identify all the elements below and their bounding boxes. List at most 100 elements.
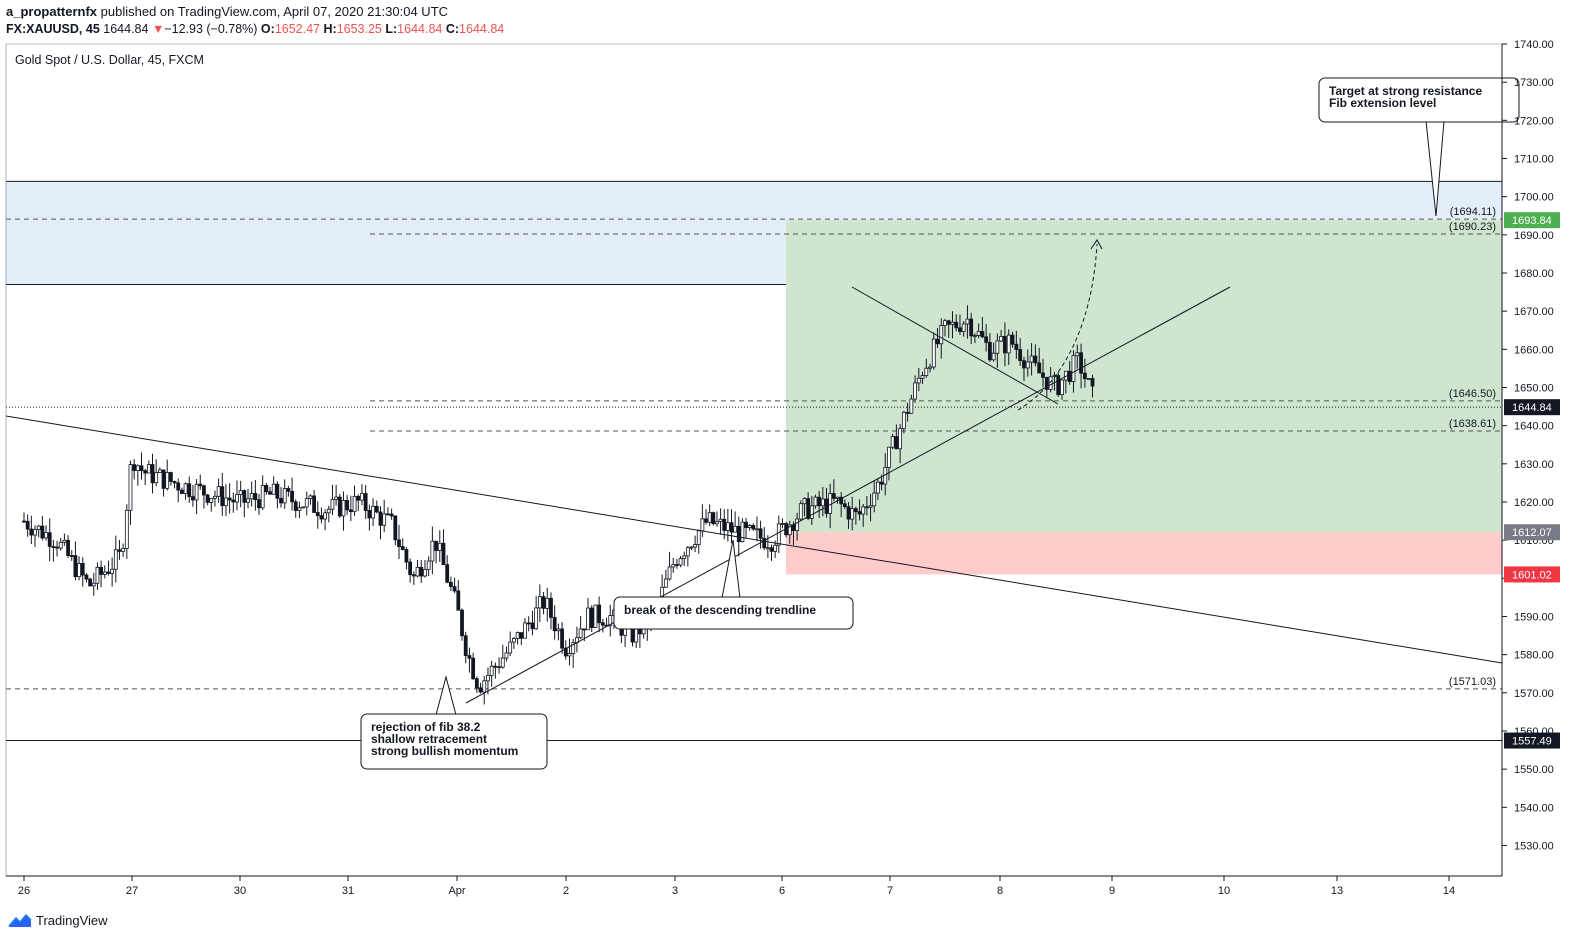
- price-label-bg: [1504, 524, 1560, 541]
- upper-wedge-trendline[interactable]: [851, 286, 1059, 405]
- high-value: 1653.25: [336, 22, 382, 36]
- candle-body: [205, 494, 210, 503]
- candle-body: [758, 528, 763, 539]
- symbol-label[interactable]: FX:XAUUSD, 45: [6, 22, 100, 36]
- candle-body: [846, 506, 851, 520]
- candle-body: [25, 520, 30, 530]
- level-label: (1571.03): [1449, 676, 1496, 688]
- candle-body: [337, 496, 342, 517]
- candle-body: [571, 642, 576, 654]
- price-label: 1644.84: [1512, 402, 1552, 414]
- candle-body: [489, 665, 494, 676]
- candle-body: [172, 481, 177, 484]
- candle-body: [939, 325, 944, 345]
- candle-body: [928, 366, 932, 369]
- author-name[interactable]: a_propatternfx: [6, 4, 98, 19]
- candle-body: [150, 464, 155, 484]
- zone-target[interactable]: [786, 220, 1502, 533]
- candle-body: [582, 628, 587, 631]
- candle-body: [356, 495, 361, 501]
- candle-body: [378, 511, 383, 526]
- target-callout-tail: [1425, 120, 1445, 217]
- candle-body: [44, 532, 48, 539]
- level-label: (1646.50): [1449, 388, 1496, 400]
- price-label: 1693.84: [1512, 215, 1552, 227]
- candle-body: [916, 377, 921, 384]
- candle-body: [224, 497, 228, 507]
- y-tick-label: 1540.00: [1514, 802, 1554, 814]
- y-tick-label: 1680.00: [1514, 268, 1554, 280]
- candle-body: [231, 499, 236, 503]
- candle-body: [99, 566, 104, 575]
- candle-body: [765, 547, 770, 550]
- candle-body: [842, 503, 847, 508]
- break-callout[interactable]: break of the descending trendline: [613, 539, 854, 630]
- candle-body: [980, 330, 985, 338]
- candle-body: [976, 330, 981, 336]
- y-tick-label: 1640.00: [1514, 421, 1554, 433]
- candle-body: [51, 546, 56, 548]
- candle-body: [876, 481, 880, 494]
- candle-body: [1086, 378, 1091, 380]
- candle-body: [1082, 372, 1087, 380]
- descending-trendline[interactable]: [5, 415, 1503, 664]
- candle-body: [549, 597, 553, 618]
- candle-body: [128, 464, 133, 511]
- candle-body: [73, 555, 78, 578]
- candle-body: [729, 522, 734, 533]
- x-tick-label: 2: [563, 885, 569, 897]
- candle-body: [744, 521, 748, 528]
- candle-body: [62, 539, 67, 543]
- candle-body: [58, 541, 63, 549]
- candle-body: [678, 558, 683, 566]
- price-label: 1612.07: [1512, 527, 1552, 539]
- candle-body: [367, 510, 372, 519]
- candle-body: [1060, 379, 1064, 396]
- candle-body: [802, 498, 807, 505]
- candle-body: [374, 505, 379, 513]
- candle-body: [935, 338, 940, 345]
- candle-body: [1010, 334, 1015, 345]
- candle-body: [831, 493, 836, 499]
- price-label-bg: [1504, 399, 1560, 416]
- rejection-callout-text: shallow retracement: [371, 732, 487, 746]
- candle-body: [319, 515, 324, 520]
- candle-body: [426, 560, 431, 570]
- tradingview-brand: TradingView: [36, 913, 108, 928]
- candle-body: [411, 574, 416, 577]
- candle-body: [110, 568, 115, 574]
- ascending-trendline[interactable]: [465, 286, 1231, 704]
- candle-body: [257, 499, 261, 509]
- candle-body: [22, 520, 26, 523]
- close-label: C:: [445, 22, 460, 36]
- publish-text: published on TradingView.com, April 07, …: [100, 4, 449, 19]
- candle-body: [352, 495, 357, 513]
- candle-body: [872, 492, 877, 507]
- candle-body: [567, 653, 572, 657]
- candle-body: [991, 352, 996, 361]
- candle-body: [913, 382, 917, 400]
- symbol-ohlc-line: FX:XAUUSD, 45 1644.84 ▼−12.93 (−0.78%) O…: [6, 22, 504, 36]
- x-tick-label: 10: [1218, 885, 1230, 897]
- y-tick-label: 1670.00: [1514, 306, 1554, 318]
- candle-body: [102, 571, 107, 575]
- candle-body: [452, 586, 457, 592]
- y-tick-label: 1630.00: [1514, 459, 1554, 471]
- x-tick-label: 26: [18, 885, 30, 897]
- candle-body: [235, 494, 239, 503]
- candle-body: [176, 482, 181, 491]
- candle-body: [879, 481, 884, 485]
- candle-body: [508, 641, 513, 654]
- zone-stop[interactable]: [786, 532, 1502, 575]
- candle-body: [773, 544, 778, 552]
- target-callout-text: Fib extension level: [1329, 96, 1436, 110]
- candle-body: [887, 446, 891, 468]
- tradingview-footer[interactable]: TradingView: [8, 913, 108, 928]
- candle-body: [969, 318, 974, 337]
- candle-body: [238, 490, 243, 495]
- candle-body: [202, 485, 206, 496]
- candle-body: [780, 523, 785, 525]
